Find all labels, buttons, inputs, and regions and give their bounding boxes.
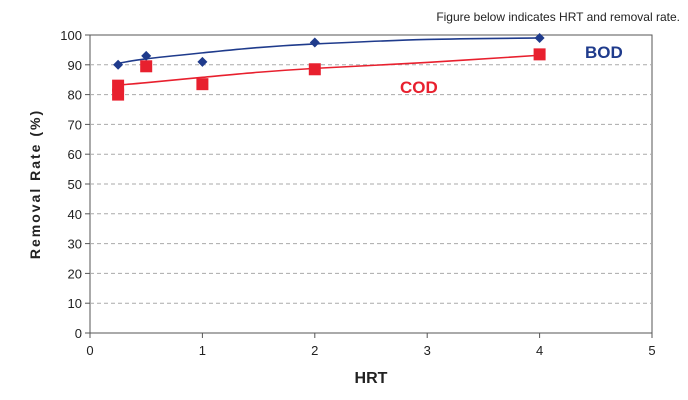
cod-point-1: [112, 88, 125, 101]
bod-series-label: BOD: [585, 43, 623, 62]
y-tick-label-20: 20: [68, 266, 82, 281]
y-tick-label-70: 70: [68, 117, 82, 132]
bod-point-1: [141, 50, 152, 61]
cod-series-label: COD: [400, 78, 438, 97]
bod-point-2: [197, 56, 208, 67]
x-tick-label-4: 4: [536, 343, 543, 358]
trend-lines: [117, 37, 540, 86]
x-tick-label-1: 1: [199, 343, 206, 358]
y-tick-label-30: 30: [68, 237, 82, 252]
bod-point-3: [309, 37, 320, 48]
x-tick-label-5: 5: [648, 343, 655, 358]
x-tick-label-2: 2: [311, 343, 318, 358]
grid-lines: [90, 64, 652, 304]
y-tick-label-80: 80: [68, 88, 82, 103]
cod-point-2: [140, 60, 153, 73]
y-tick-label-40: 40: [68, 207, 82, 222]
figure-caption: Figure below indicates HRT and removal r…: [436, 10, 680, 24]
bod-point-4: [534, 32, 545, 43]
cod-point-5: [533, 48, 546, 61]
bod-point-0: [113, 59, 124, 70]
x-tick-label-0: 0: [86, 343, 93, 358]
y-tick-label-0: 0: [75, 326, 82, 341]
axis-ticks: 0 10 20 30 40 50 60 70 80 90 100 0 1 2 3 4 5: [60, 28, 655, 358]
y-tick-label-50: 50: [68, 177, 82, 192]
y-tick-label-60: 60: [68, 147, 82, 162]
series-labels: BOD COD: [400, 43, 623, 97]
cod-point-3: [196, 78, 209, 91]
data-points: [112, 32, 546, 101]
y-axis-label: Removal Rate (%): [27, 109, 43, 259]
y-tick-label-100: 100: [60, 28, 82, 43]
cod-trend-line: [118, 54, 540, 86]
x-tick-label-3: 3: [424, 343, 431, 358]
x-axis-label: HRT: [355, 370, 388, 387]
y-tick-label-10: 10: [68, 296, 82, 311]
cod-point-4: [308, 63, 321, 76]
y-tick-label-90: 90: [68, 58, 82, 73]
